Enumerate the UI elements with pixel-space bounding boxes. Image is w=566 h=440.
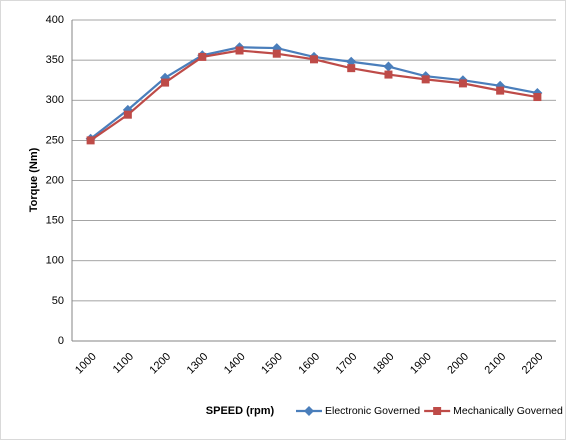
- marker: [198, 52, 207, 61]
- marker: [123, 110, 132, 119]
- marker: [347, 64, 356, 73]
- marker: [533, 93, 542, 102]
- marker: [86, 136, 95, 145]
- y-tick-label: 350: [46, 54, 64, 66]
- y-tick-label: 200: [46, 174, 64, 186]
- legend-label: Electronic Governed: [325, 405, 420, 417]
- y-tick-label: 50: [52, 295, 64, 307]
- marker: [496, 86, 505, 95]
- y-tick-label: 100: [46, 255, 64, 267]
- marker: [421, 75, 430, 84]
- y-axis-label: Torque (Nm): [28, 147, 40, 212]
- x-axis-label: SPEED (rpm): [206, 405, 275, 417]
- y-tick-label: 400: [46, 14, 64, 26]
- marker: [272, 49, 281, 58]
- marker: [458, 79, 467, 88]
- y-tick-label: 250: [46, 134, 64, 146]
- y-tick-label: 0: [58, 335, 64, 347]
- y-tick-label: 150: [46, 215, 64, 227]
- marker: [433, 407, 442, 415]
- marker: [346, 56, 357, 67]
- marker: [304, 406, 314, 416]
- marker: [310, 55, 318, 64]
- marker: [384, 70, 393, 79]
- marker: [161, 78, 170, 87]
- legend-label: Mechanically Governed: [453, 405, 563, 417]
- marker: [383, 61, 394, 72]
- marker: [235, 46, 244, 55]
- y-tick-label: 300: [46, 94, 64, 106]
